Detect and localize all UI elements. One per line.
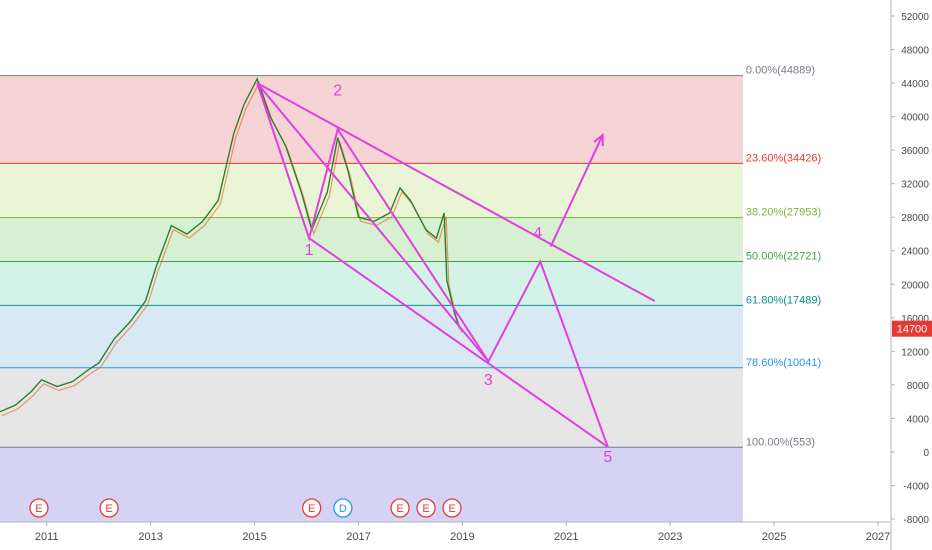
fib-level-label: 38.20%(27953) [746, 207, 821, 219]
y-tick-label: 24000 [901, 247, 929, 258]
x-tick-label: 2011 [35, 531, 59, 543]
event-marker-circle [416, 498, 436, 518]
event-marker-circle [99, 498, 119, 518]
event-marker-label: D [339, 503, 347, 515]
fib-level-label: 0.00%(44889) [746, 65, 815, 77]
price-series [0, 77, 463, 417]
x-tick-label: 2013 [138, 531, 162, 543]
event-marker-e[interactable]: E [416, 498, 436, 518]
elliott-wave-drawing: 1 2 3 4 5 [256, 82, 656, 466]
price-line [0, 77, 461, 413]
x-tick-label: 2019 [450, 531, 474, 543]
event-marker-e[interactable]: E [390, 498, 410, 518]
fib-level-label: 78.60%(10041) [746, 357, 821, 369]
arrow-head [593, 132, 604, 147]
channel-line [308, 237, 609, 448]
x-axis: 2011 2013 2015 2017 2019 2021 2023 2025 2027 [0, 521, 890, 543]
fib-zone [0, 217, 743, 262]
x-tick-label: 2027 [866, 531, 890, 543]
x-tick-label: 2015 [242, 531, 266, 543]
event-marker-label: E [35, 503, 42, 515]
y-tick-label: 40000 [901, 113, 929, 124]
y-tick-label: 36000 [901, 146, 929, 157]
projection-arrow [549, 134, 604, 247]
event-marker-e[interactable]: E [29, 498, 49, 518]
event-marker-e[interactable]: E [442, 498, 462, 518]
y-tick-label: 16000 [901, 314, 929, 325]
event-marker-circle [442, 498, 462, 518]
channel-line [256, 82, 490, 363]
last-price-badge [892, 320, 932, 337]
event-marker-label: E [396, 503, 403, 515]
event-marker-circle [302, 498, 322, 518]
event-marker-e[interactable]: E [302, 498, 322, 518]
fib-level-label: 100.00%(553) [746, 436, 815, 448]
fib-zone [0, 367, 743, 448]
y-tick-label: 52000 [901, 12, 929, 23]
x-tick-label: 2023 [658, 531, 682, 543]
event-marker-label: E [308, 503, 315, 515]
y-tick-label: 20000 [901, 280, 929, 291]
y-tick-label: 48000 [901, 46, 929, 57]
last-price-label: 14700 [897, 324, 928, 336]
wave-label: 1 [305, 242, 314, 259]
wave-label: 2 [333, 83, 342, 100]
event-marker-circle [29, 498, 49, 518]
fib-zones [0, 75, 743, 522]
fib-level-label: 61.80%(17489) [746, 294, 821, 306]
wave-path [256, 82, 609, 448]
wave-label: 3 [484, 372, 493, 389]
fib-zone [0, 305, 743, 368]
fib-level-label: 50.00%(22721) [746, 250, 821, 262]
wave-label: 5 [603, 449, 612, 466]
y-tick-label: 0 [923, 448, 929, 459]
x-tick-label: 2025 [762, 531, 786, 543]
fib-levels: 0.00%(44889) 23.60%(34426) 38.20%(27953) 50… [0, 65, 821, 448]
x-tick-label: 2021 [554, 531, 578, 543]
event-marker-d[interactable]: D [333, 498, 353, 518]
y-tick-label: 28000 [901, 213, 929, 224]
event-marker-circle [390, 498, 410, 518]
fib-zone [0, 75, 743, 164]
event-marker-label: E [105, 503, 112, 515]
fib-zone [0, 163, 743, 218]
fib-level-label: 23.60%(34426) [746, 152, 821, 164]
y-tick-label: 12000 [901, 347, 929, 358]
y-axis: 5200048000440004000036000320002800024000… [890, 0, 932, 550]
y-tick-label: -8000 [903, 515, 929, 526]
event-marker-e[interactable]: E [99, 498, 119, 518]
event-marker-label: E [448, 503, 455, 515]
channel-line [256, 82, 656, 302]
wave-label: 4 [533, 225, 542, 242]
y-tick-label: 4000 [907, 414, 930, 425]
event-marker-circle [333, 498, 353, 518]
y-tick-label: -4000 [903, 481, 929, 492]
event-marker-label: E [422, 503, 429, 515]
y-tick-label: 44000 [901, 79, 929, 90]
x-tick-label: 2017 [346, 531, 370, 543]
y-tick-label: 8000 [907, 381, 930, 392]
fib-zone [0, 447, 743, 522]
fib-zone [0, 261, 743, 306]
y-tick-label: 32000 [901, 180, 929, 191]
